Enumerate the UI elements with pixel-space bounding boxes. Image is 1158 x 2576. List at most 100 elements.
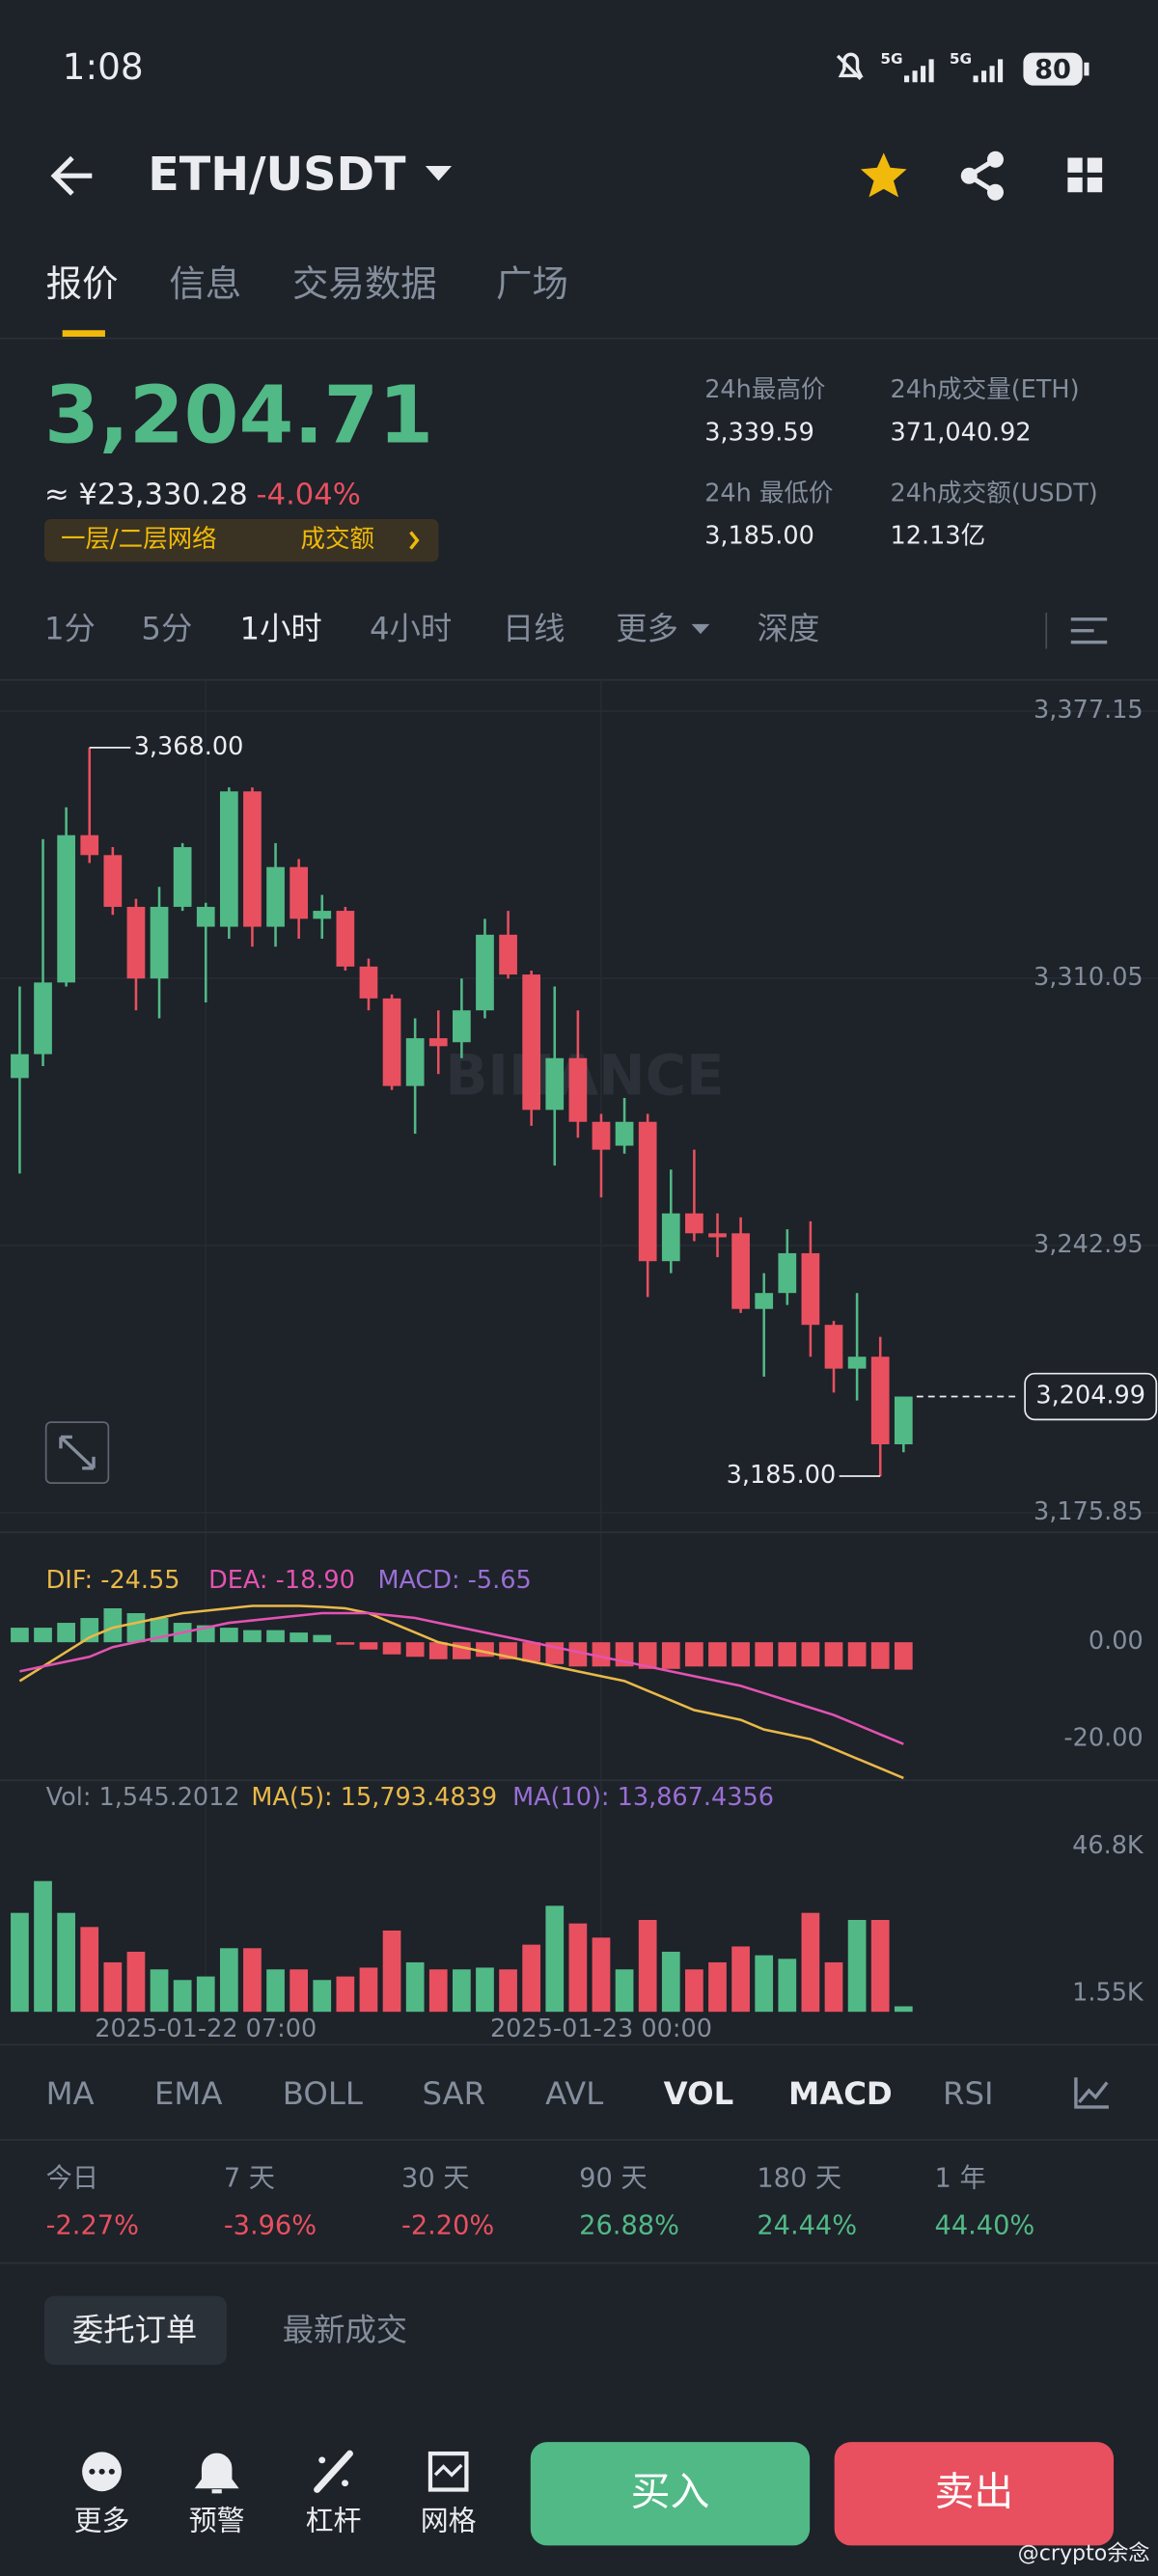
candle-body [266,866,285,927]
action-label[interactable]: 杠杆 [306,2505,362,2537]
grid-trading-line [433,2463,463,2478]
interval[interactable]: 更多 [616,611,678,647]
interval[interactable]: 5分 [141,611,192,647]
volume-bar [638,1919,657,2013]
interval[interactable]: 1小时 [240,611,322,647]
alert-icon[interactable] [194,2453,239,2494]
favorite-star[interactable] [860,152,907,198]
pair-dropdown[interactable] [425,166,453,181]
sell-button[interactable] [834,2442,1115,2546]
buy-label[interactable]: 买入 [631,2469,710,2515]
y-tick-label: -20.00 [1063,1724,1143,1753]
interval[interactable]: 日线 [503,611,565,647]
macd-bar [870,1642,890,1669]
candle-body [592,1121,611,1150]
action-label[interactable]: 更多 [74,2505,130,2537]
x-tick-label: 2025-01-22 07:00 [95,2014,317,2043]
y-tick-label: 3,175.85 [1034,1497,1144,1526]
battery [1023,52,1083,86]
tab-selected-bg [43,2295,227,2366]
indicator-settings[interactable] [1074,2077,1109,2109]
grid-icon[interactable] [1067,157,1103,193]
action-label[interactable]: 网格 [421,2505,477,2537]
action-label[interactable]: 预警 [189,2505,245,2537]
interval[interactable]: 4小时 [370,611,452,647]
stats: 24h最高价 3,339.59 24h成交量(ETH) 371,040.92 24h 最… [704,375,1098,550]
macd-bar [219,1628,238,1643]
interval[interactable]: 1分 [44,611,96,647]
candle-body [685,1213,703,1234]
volume-bar [219,1948,238,2013]
grid-trading-icon[interactable] [427,2451,469,2492]
stat-label: 24h成交量(ETH) [891,375,1080,404]
indicator[interactable]: EMA [154,2075,222,2112]
candle-body [196,906,215,927]
indicator[interactable]: VOL [664,2075,734,2112]
tab[interactable]: 广场 [496,262,568,305]
candle-body [545,1057,565,1110]
candle-body [428,1038,448,1047]
macd-bar [290,1632,309,1643]
candle-body [243,791,262,927]
volume-bar [499,1969,517,2013]
macd-bar [57,1623,75,1643]
tab[interactable]: 信息 [169,262,241,305]
period-change: -3.96% [224,2211,317,2241]
candle-body [359,966,378,999]
macd-bar [592,1642,611,1667]
credit: @crypto余念 [1018,2540,1150,2565]
volume-bar [103,1961,123,2013]
battery-tip [1084,62,1089,76]
interval-bar: 1分 5分 1小时 4小时 日线 更多 深度 [44,611,819,647]
volume-bar [266,1969,285,2013]
candle-body [847,1357,867,1369]
battery-level: 80 [1034,55,1071,85]
back-button[interactable] [50,155,93,196]
sell-label[interactable]: 卖出 [935,2469,1014,2515]
tag-box[interactable] [43,518,439,562]
tag[interactable]: 成交额 [300,525,374,554]
leverage-icon[interactable] [314,2450,353,2493]
indicator[interactable]: MA [46,2075,95,2112]
change-percent: -4.04% [257,479,361,512]
macd-bar [313,1634,332,1643]
volume-bar [243,1948,262,2013]
candle-body [453,1010,471,1043]
volume-bar [382,1930,401,2013]
order-tab[interactable]: 最新成交 [283,2312,407,2348]
candle-body [405,1038,425,1086]
volume-bar [755,1955,774,2013]
legend-label: MA(10): 13,867.4356 [512,1783,774,1812]
buy-button[interactable] [530,2442,811,2546]
order-tab[interactable]: 委托订单 [72,2312,197,2348]
macd-bar [126,1613,146,1643]
y-tick-label: 1.55K [1072,1978,1144,2007]
candle-body [290,866,309,919]
candle-body [34,982,52,1055]
candle-body [615,1121,634,1146]
share-icon[interactable] [960,151,1004,201]
indicator[interactable]: BOLL [283,2075,363,2112]
legend-label: Vol: 1,545.2012 [46,1783,240,1812]
candle-body [661,1213,680,1262]
indicator[interactable]: AVL [545,2075,603,2112]
tab[interactable]: 交易数据 [292,262,437,305]
settings-icon[interactable] [1070,617,1108,644]
expand-button[interactable] [44,1421,110,1484]
indicator[interactable]: MACD [788,2075,893,2112]
candle-body [499,934,517,975]
indicator[interactable]: SAR [422,2075,485,2112]
interval[interactable]: 深度 [758,611,820,647]
tab[interactable]: 报价 [46,262,119,305]
candle-body [103,855,123,907]
volume-bar [57,1912,75,2013]
volume-bar [731,1946,750,2013]
indicator[interactable]: RSI [943,2075,994,2112]
candle-body [870,1357,890,1444]
tag[interactable]: 一层/二层网络 [61,525,217,554]
pair-title[interactable]: ETH/USDT [148,149,406,202]
volume-bar [405,1961,425,2013]
macd-bar [359,1642,378,1650]
candle-body [173,847,192,907]
